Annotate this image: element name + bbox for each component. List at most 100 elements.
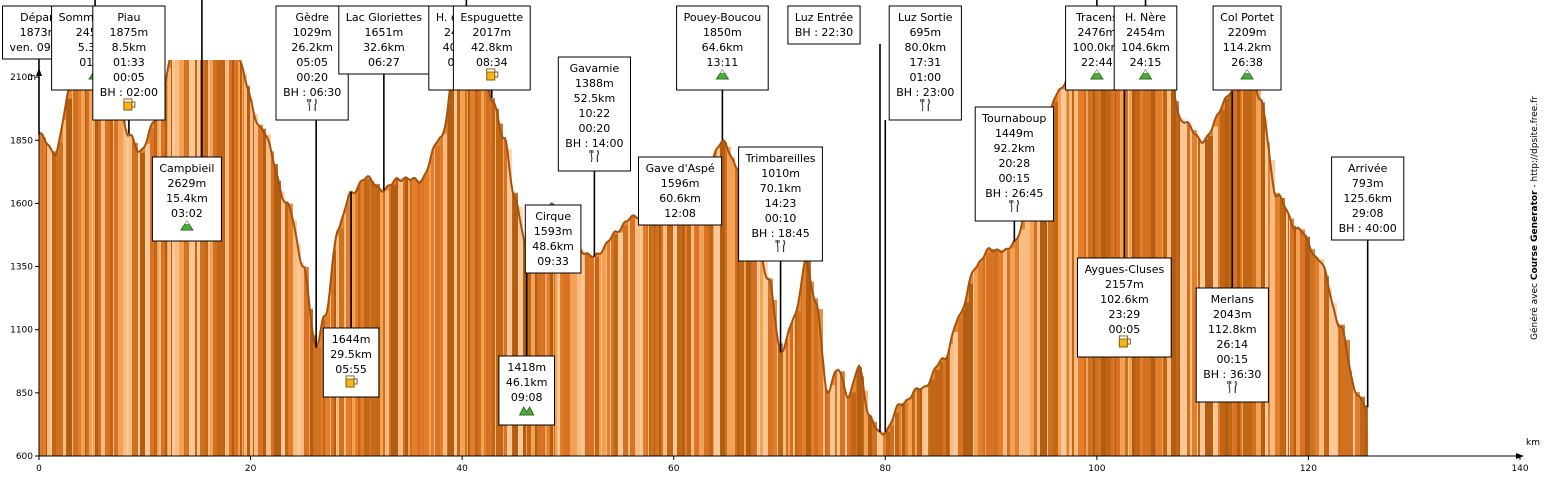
waypoint-label: 2157m <box>1105 278 1144 291</box>
profile-shade <box>1069 66 1072 456</box>
waypoint-label: Gèdre <box>296 11 330 24</box>
profile-shade <box>205 60 208 456</box>
knife-icon <box>1234 380 1237 393</box>
profile-shade <box>512 186 513 456</box>
waypoint-19: Aygues-Cluses 2157m 102.6km 23:29 00:05 <box>1077 62 1172 358</box>
waypoint-label: 80.0km <box>905 41 947 54</box>
profile-shade <box>465 60 467 456</box>
waypoint-21: Merlans 2043m 112.8km 26:14 00:15 BH : 36:30 <box>1195 91 1269 403</box>
profile-shade <box>486 70 489 456</box>
profile-shade <box>773 299 777 456</box>
profile-shade <box>435 146 440 456</box>
profile-shade <box>872 420 873 456</box>
profile-shade <box>902 402 905 456</box>
profile-shade <box>1163 60 1167 456</box>
profile-shade <box>826 390 830 456</box>
knife-icon <box>927 98 930 111</box>
profile-shade <box>1080 60 1084 456</box>
waypoint-20: H. Nère 2454m 104.6km 24:15 <box>1113 0 1178 91</box>
profile-shade <box>990 249 994 456</box>
profile-shade <box>611 236 614 456</box>
profile-shade <box>950 344 953 456</box>
profile-shade <box>908 399 912 456</box>
waypoint-label: Arrivée <box>1348 162 1388 175</box>
profile-shade <box>63 120 66 456</box>
waypoint-box <box>1331 156 1405 241</box>
profile-shade <box>1167 60 1171 456</box>
profile-shade <box>352 192 355 456</box>
profile-shade <box>1061 89 1066 456</box>
profile-shade <box>42 136 43 456</box>
profile-shade <box>468 60 470 456</box>
profile-shade <box>1129 60 1131 456</box>
profile-shade <box>618 232 623 456</box>
profile-shade <box>243 69 244 456</box>
profile-shade <box>1329 289 1332 456</box>
fork-icon <box>775 240 780 253</box>
profile-shade <box>873 421 877 456</box>
profile-shade <box>805 262 806 456</box>
profile-shade <box>47 143 50 456</box>
profile-shade <box>140 152 145 456</box>
profile-shade <box>293 220 297 456</box>
profile-shade <box>1116 60 1120 456</box>
y-axis-label: m <box>27 73 36 83</box>
profile-shade <box>1268 142 1270 456</box>
profile-shade <box>877 429 878 456</box>
profile-shade <box>145 143 150 456</box>
fork-icon <box>589 150 594 163</box>
waypoint-box <box>557 56 631 172</box>
profile-shade <box>778 343 783 456</box>
profile-shade <box>682 204 684 456</box>
profile-shade <box>159 113 161 456</box>
profile-shade <box>1162 60 1163 456</box>
profile-shade <box>518 206 523 456</box>
profile-shade <box>50 148 52 456</box>
profile-shade <box>695 195 699 456</box>
profile-shade <box>899 404 901 456</box>
profile-shade <box>930 379 935 456</box>
waypoint-label: 1593m <box>534 225 573 238</box>
profile-shade <box>585 252 588 456</box>
profile-shade <box>786 340 788 456</box>
profile-shade <box>118 84 123 456</box>
profile-shade <box>172 60 175 456</box>
waypoint-label: 26.2km <box>291 41 333 54</box>
profile-shade <box>297 243 301 456</box>
profile-shade <box>862 376 864 456</box>
profile-shade <box>727 146 731 456</box>
profile-shade <box>361 182 364 456</box>
profile-shade <box>1192 130 1197 456</box>
profile-shade <box>234 60 238 456</box>
waypoint-label: 52.5km <box>574 92 616 105</box>
x-axis-label: km <box>1526 438 1540 448</box>
profile-shade <box>928 382 930 456</box>
profile-shade <box>52 151 56 456</box>
waypoint-label: 2476m <box>1078 26 1117 39</box>
waypoint-label: 125.6km <box>1343 192 1392 205</box>
waypoint-label: Col Portet <box>1220 11 1275 24</box>
profile-shade <box>599 254 601 456</box>
profile-shade <box>840 371 845 456</box>
profile-shade <box>484 60 486 456</box>
waypoint-label: 12:08 <box>664 207 696 220</box>
profile-shade <box>783 349 786 456</box>
profile-shade <box>835 371 837 456</box>
drink-handle <box>354 378 358 385</box>
waypoint-label: 1644m <box>332 333 371 346</box>
profile-shade <box>973 269 974 456</box>
profile-shade <box>895 412 899 456</box>
waypoint-label: 00:05 <box>1109 323 1141 336</box>
profile-shade <box>1128 60 1129 456</box>
waypoint-label: 2209m <box>1228 26 1267 39</box>
profile-shade <box>73 86 78 456</box>
waypoint-label: 1388m <box>575 77 614 90</box>
profile-shade <box>856 370 857 456</box>
profile-shade <box>447 111 448 456</box>
waypoint-label: 10:22 <box>579 107 611 120</box>
profile-shade <box>577 245 581 456</box>
profile-shade <box>978 265 983 456</box>
waypoint-label: 48.6km <box>532 240 574 253</box>
profile-shade <box>1296 228 1300 456</box>
waypoint-label: 793m <box>1352 177 1384 190</box>
